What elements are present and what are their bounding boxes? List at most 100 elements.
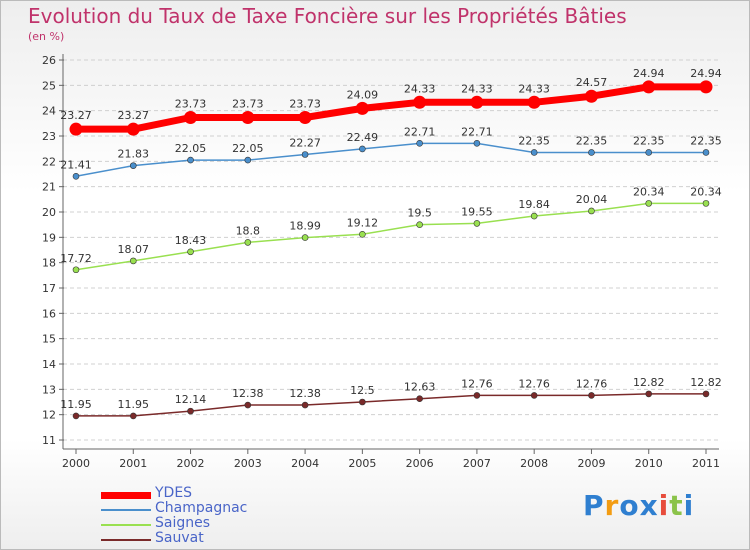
y-tick-label: 15 [42,333,56,346]
data-label: 22.35 [690,134,722,147]
y-tick-label: 11 [42,434,56,447]
legend-swatch [101,491,151,499]
y-tick-label: 26 [42,54,56,67]
y-tick-label: 21 [42,181,56,194]
data-point [642,80,656,94]
y-tick-label: 18 [42,257,56,270]
data-label: 12.5 [350,384,375,397]
data-label: 24.94 [690,67,722,80]
data-point [244,401,252,409]
data-point [530,392,538,399]
x-tick-label: 2007 [463,457,491,470]
x-tick-label: 2008 [520,457,548,470]
legend-swatch [101,524,151,526]
x-tick-label: 2010 [635,457,663,470]
data-label: 19.12 [347,216,379,229]
y-tick-label: 22 [42,155,56,168]
data-label: 21.83 [118,148,150,161]
data-point [184,111,198,125]
data-label: 22.35 [633,134,665,147]
data-label: 22.27 [289,136,321,149]
data-label: 19.84 [518,198,550,211]
data-label: 20.04 [576,193,608,206]
data-point [413,95,427,109]
data-label: 12.76 [461,377,493,390]
data-point [473,392,481,399]
y-tick-label: 25 [42,79,56,92]
legend-label: Sauvat [155,530,204,546]
series-line-ydes [76,83,706,133]
data-point [359,145,366,153]
data-point [126,122,140,136]
data-label: 24.33 [461,82,493,95]
logo-letter: i [683,489,695,522]
data-label: 20.34 [690,185,722,198]
x-tick-label: 2009 [577,457,605,470]
data-label: 24.94 [633,67,665,80]
data-label: 12.82 [690,376,722,389]
data-point [244,156,252,164]
y-tick-label: 13 [42,383,56,396]
y-tick-label: 24 [42,105,56,118]
logo-letter: i [658,489,670,522]
data-label: 22.71 [461,125,493,138]
data-label: 22.71 [404,125,436,138]
data-label: 18.8 [236,224,261,237]
data-point [702,200,710,207]
data-point [241,111,255,125]
data-label: 24.09 [347,88,379,101]
series-line-champagnac [75,142,706,178]
data-point [416,221,423,228]
data-label: 23.27 [60,109,92,122]
data-label: 22.05 [232,142,264,155]
data-point [359,230,366,238]
series-line-sauvat [76,393,706,417]
y-tick-label: 16 [42,307,56,320]
legend-label: Champagnac [155,500,248,516]
data-label: 24.33 [404,82,436,95]
y-tick-label: 23 [42,130,56,143]
data-point [355,101,369,115]
data-label: 12.76 [518,377,550,390]
data-point [301,234,309,241]
legend-swatch [101,509,151,511]
data-label: 12.76 [576,377,608,390]
data-label: 12.63 [404,381,436,394]
data-point [588,207,595,215]
data-label: 24.33 [518,82,550,95]
data-point [301,401,309,409]
data-point [527,95,541,109]
y-tick-label: 14 [42,358,56,371]
x-tick-label: 2003 [234,457,262,470]
chart-title: Evolution du Taux de Taxe Foncière sur l… [28,4,627,28]
logo-letter: x [639,489,659,522]
x-tick-label: 2006 [406,457,434,470]
data-point [129,257,137,265]
data-label: 21.41 [60,158,92,171]
x-tick-label: 2000 [62,457,90,470]
x-tick-label: 2004 [291,457,319,470]
data-point [645,200,653,207]
data-point [72,172,80,180]
data-point [244,239,252,246]
data-point [588,149,595,156]
data-label: 12.82 [633,376,665,389]
logo-letter: t [669,489,684,522]
data-label: 12.38 [232,387,264,400]
data-point [72,412,80,420]
data-point [129,162,137,169]
data-point [359,398,366,406]
data-point [187,407,194,415]
data-point [416,140,423,147]
data-label: 24.57 [576,76,608,89]
x-tick-label: 2001 [119,457,147,470]
y-tick-label: 20 [42,206,56,219]
x-tick-label: 2005 [348,457,376,470]
x-tick-label: 2002 [177,457,205,470]
data-label: 12.38 [289,387,321,400]
data-label: 18.43 [175,234,207,247]
y-tick-label: 19 [42,231,56,244]
legend-label: YDES [155,485,193,501]
data-label: 17.72 [60,252,92,265]
